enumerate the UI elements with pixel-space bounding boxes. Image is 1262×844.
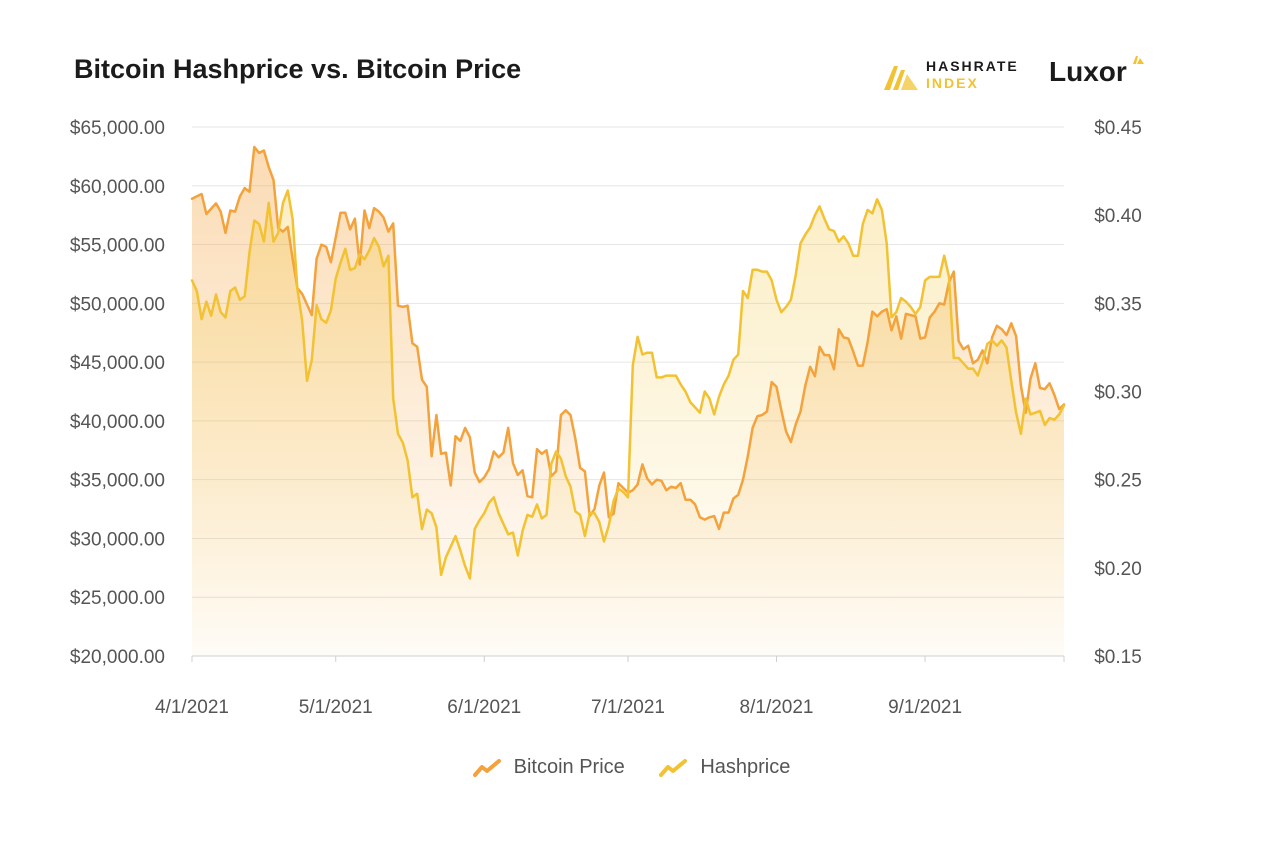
hashrate-index-logo-text-bottom: INDEX [926, 75, 979, 91]
x-axis-ticks: 4/1/2021 5/1/2021 6/1/2021 7/1/2021 8/1/2021… [155, 697, 962, 718]
y-left-tick-label: $50,000.00 [70, 294, 165, 315]
hashprice-area [192, 190, 1064, 656]
luxor-logo-text: Luxor [1049, 56, 1127, 87]
legend-item-bitcoin-price[interactable]: Bitcoin Price [472, 756, 625, 779]
hashprice-line[interactable] [190, 189, 1066, 580]
area-fills [192, 147, 1064, 656]
x-tick-label: 6/1/2021 [447, 697, 521, 718]
axes [191, 655, 1065, 662]
y-right-tick-label: $0.15 [1094, 647, 1142, 668]
luxor-logo-icon [1133, 56, 1144, 64]
y-left-tick-label: $20,000.00 [70, 647, 165, 668]
legend-bitcoin-price-icon [472, 758, 501, 777]
y-right-tick-label: $0.20 [1094, 559, 1142, 580]
x-tick-label: 4/1/2021 [155, 697, 229, 718]
y-axis-right-ticks: $0.15 $0.20 $0.25 $0.30 $0.35 $0.40 $0.45 [1094, 118, 1142, 668]
x-tick-label: 8/1/2021 [740, 697, 814, 718]
y-right-tick-label: $0.35 [1094, 294, 1142, 315]
x-tick-label: 7/1/2021 [591, 697, 665, 718]
y-right-tick-label: $0.45 [1094, 118, 1142, 139]
y-left-tick-label: $60,000.00 [70, 177, 165, 198]
y-right-tick-label: $0.25 [1094, 471, 1142, 492]
series-lines [190, 145, 1066, 580]
bitcoin-price-line[interactable] [190, 145, 1066, 531]
y-right-tick-label: $0.30 [1094, 383, 1142, 404]
x-tick-label: 9/1/2021 [888, 697, 962, 718]
legend-item-hashprice[interactable]: Hashprice [658, 756, 790, 779]
y-left-tick-label: $30,000.00 [70, 529, 165, 550]
y-left-tick-label: $40,000.00 [70, 412, 165, 433]
y-left-tick-label: $55,000.00 [70, 236, 165, 257]
y-left-tick-label: $25,000.00 [70, 588, 165, 609]
legend-hashprice-icon [659, 758, 688, 777]
legend-label-bitcoin-price: Bitcoin Price [513, 756, 625, 778]
hashrate-index-logo-text-top: HASHRATE [926, 58, 1019, 74]
chart-title: Bitcoin Hashprice vs. Bitcoin Price [74, 54, 522, 84]
hashrate-index-logo-icon [884, 66, 918, 90]
legend: Bitcoin Price Hashprice [0, 756, 1262, 784]
legend-label-hashprice: Hashprice [700, 756, 791, 778]
y-left-tick-label: $35,000.00 [70, 471, 165, 492]
y-axis-left-ticks: $20,000.00 $25,000.00 $30,000.00 $35,000.00… [70, 118, 165, 668]
y-left-tick-label: $45,000.00 [70, 353, 165, 374]
x-tick-label: 5/1/2021 [299, 697, 373, 718]
y-left-tick-label: $65,000.00 [70, 118, 165, 139]
y-right-tick-label: $0.40 [1094, 206, 1142, 227]
